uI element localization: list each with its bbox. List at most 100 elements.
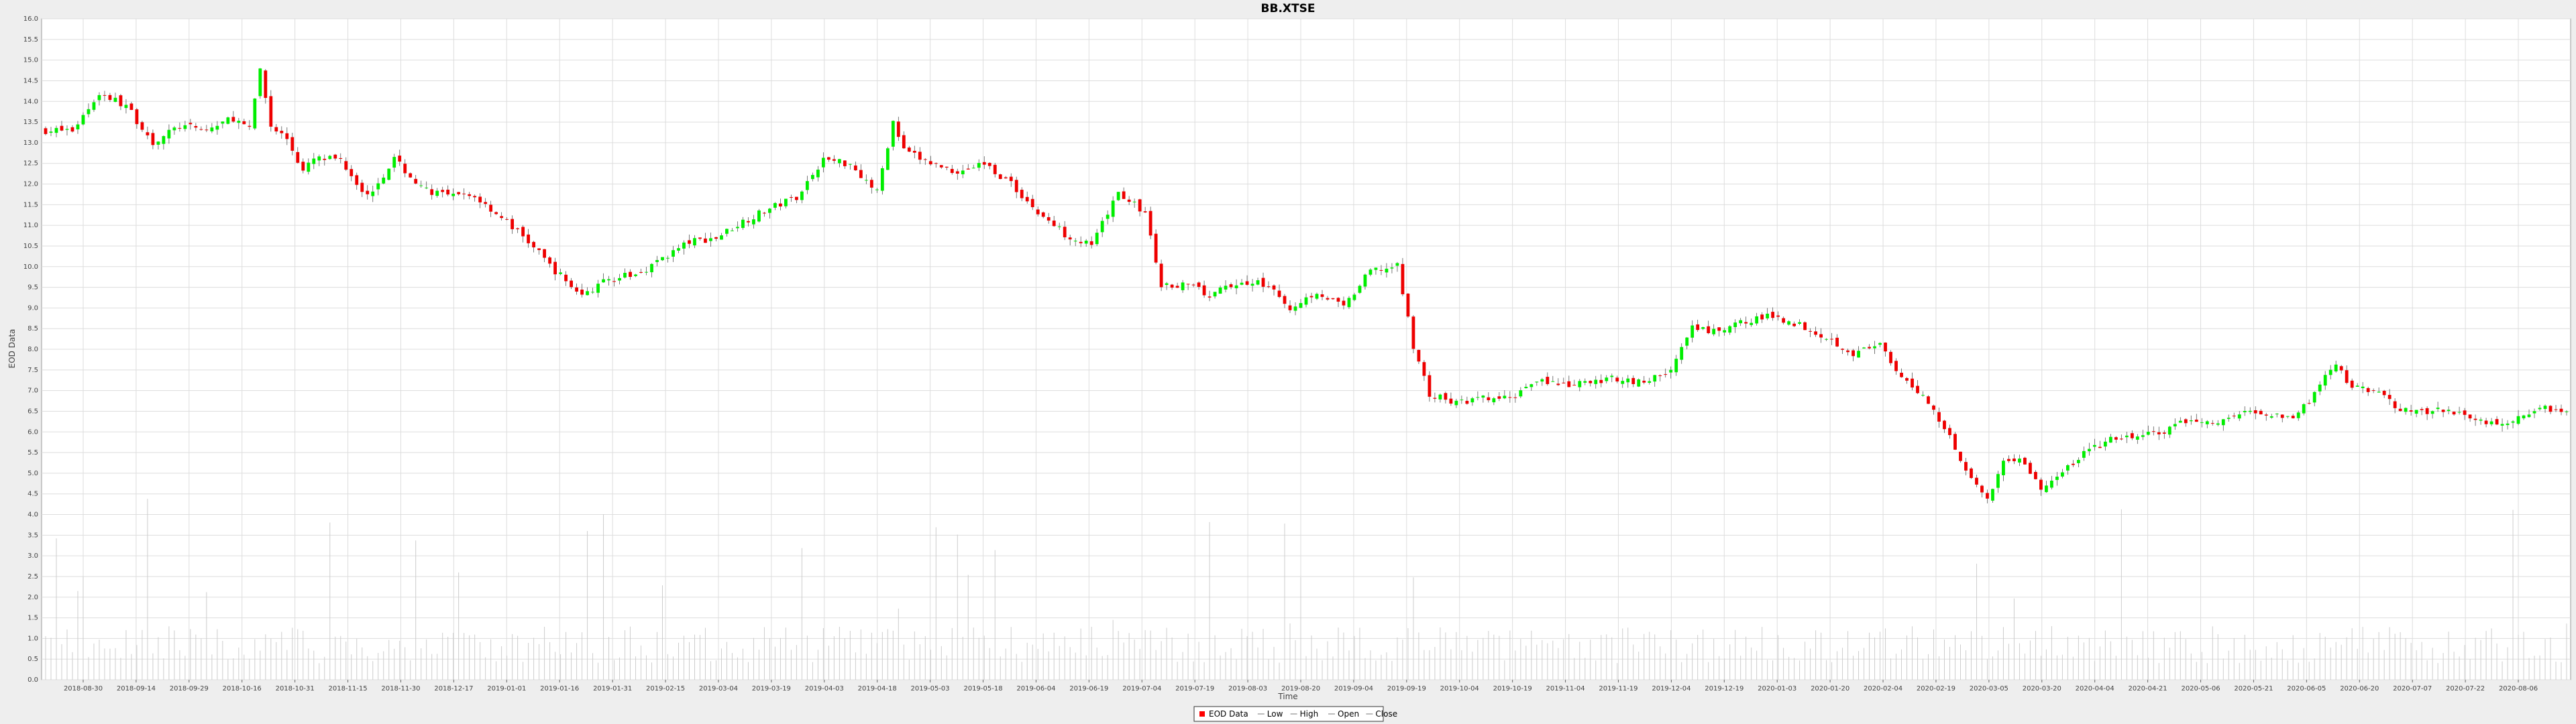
candle-body [221, 121, 225, 124]
candle-body [1546, 377, 1550, 384]
candle-body [392, 157, 396, 168]
candle-body [1347, 298, 1351, 308]
candle-body [2221, 419, 2225, 426]
candle-body [2286, 416, 2290, 417]
x-tick-label: 2019-09-19 [1387, 685, 1426, 692]
x-tick-label: 2019-09-04 [1334, 685, 1373, 692]
candle-body [1234, 285, 1238, 289]
candle-body [1991, 489, 1994, 501]
candle-body [2339, 366, 2343, 371]
candle-body [1911, 378, 1914, 387]
candle-body [1669, 369, 1673, 373]
candle-body [1835, 337, 1839, 347]
candle-body [226, 117, 230, 124]
candle-body [1857, 351, 1860, 358]
candle-body [1851, 350, 1855, 357]
candle-body [237, 121, 241, 123]
candle-body [1036, 209, 1040, 215]
candle-body [2527, 414, 2531, 418]
candle-body [2092, 444, 2096, 447]
candle-body [1492, 398, 1496, 403]
candle-body [489, 204, 493, 212]
candle-body [1519, 390, 1523, 397]
y-tick-label: 4.0 [28, 511, 38, 519]
candle-body [1943, 420, 1946, 430]
y-tick-label: 13.0 [23, 139, 38, 147]
x-tick-label: 2020-01-20 [1811, 685, 1849, 692]
legend-item-label: Low [1267, 709, 1283, 719]
candle-body [1240, 282, 1244, 285]
y-tick-label: 2.5 [28, 573, 38, 581]
candle-body [473, 196, 477, 198]
candle-body [269, 96, 273, 127]
candle-body [1776, 315, 1780, 317]
candle-body [1336, 298, 1340, 302]
candle-body [2194, 419, 2198, 422]
candle-body [532, 241, 536, 248]
candle-body [97, 95, 101, 101]
x-tick-label: 2018-11-30 [381, 685, 420, 692]
candle-body [409, 173, 413, 178]
candle-body [1106, 215, 1110, 219]
candle-body [2065, 465, 2070, 471]
candle-body [2328, 369, 2332, 375]
candle-body [344, 161, 348, 170]
candle-body [2548, 406, 2553, 412]
candle-body [382, 177, 386, 184]
candle-body [880, 168, 884, 191]
candle-body [1948, 428, 1951, 436]
candle-body [2516, 416, 2520, 424]
grid-lines [42, 18, 2571, 680]
candle-body [2280, 414, 2284, 418]
candle-body [1637, 379, 1641, 387]
candle-body [1417, 349, 1421, 362]
candle-body [2210, 423, 2214, 424]
candle-body [570, 280, 573, 288]
candle-body [1782, 318, 1786, 323]
candle-body [2414, 410, 2418, 414]
candle-body [1422, 362, 1426, 376]
candle-body [1878, 343, 1882, 345]
candle-body [1116, 192, 1120, 200]
x-tick-label: 2019-08-20 [1281, 685, 1320, 692]
candle-body [794, 196, 798, 200]
candle-body [2034, 471, 2037, 479]
candle-body [521, 227, 525, 237]
candle-body [1052, 221, 1056, 227]
candle-body [2248, 410, 2252, 412]
candle-body [1138, 199, 1142, 212]
candle-body [945, 166, 949, 168]
candle-body [2302, 404, 2306, 414]
candle-body [44, 128, 48, 134]
candle-body [1428, 375, 1432, 397]
candle-body [1197, 282, 1201, 287]
candle-body [457, 192, 461, 194]
y-tick-label: 1.5 [28, 615, 38, 622]
candle-body [790, 197, 793, 198]
candle-body [1819, 334, 1823, 338]
candle-body [982, 162, 986, 165]
candle-body [2506, 423, 2510, 426]
x-tick-label: 2018-10-16 [223, 685, 262, 692]
candle-body [2178, 420, 2182, 423]
candle-body [1921, 395, 1925, 396]
x-tick-label: 2019-11-04 [1546, 685, 1585, 692]
y-tick-label: 5.0 [28, 470, 38, 477]
candle-body [607, 279, 610, 281]
candle-body [2060, 472, 2064, 477]
candle-body [810, 174, 814, 180]
candle-body [1980, 485, 1984, 493]
y-tick-label: 6.0 [28, 428, 38, 436]
candles [44, 68, 2569, 503]
candle-body [2012, 459, 2016, 461]
candle-body [2098, 446, 2102, 448]
candle-body [494, 212, 498, 215]
candle-body [741, 219, 745, 228]
candle-body [2296, 412, 2300, 418]
candle-body [816, 170, 820, 178]
candle-body [869, 180, 873, 188]
candle-body [124, 105, 128, 109]
candle-body [2029, 463, 2032, 474]
candle-body [328, 156, 332, 160]
candle-body [1556, 383, 1560, 385]
